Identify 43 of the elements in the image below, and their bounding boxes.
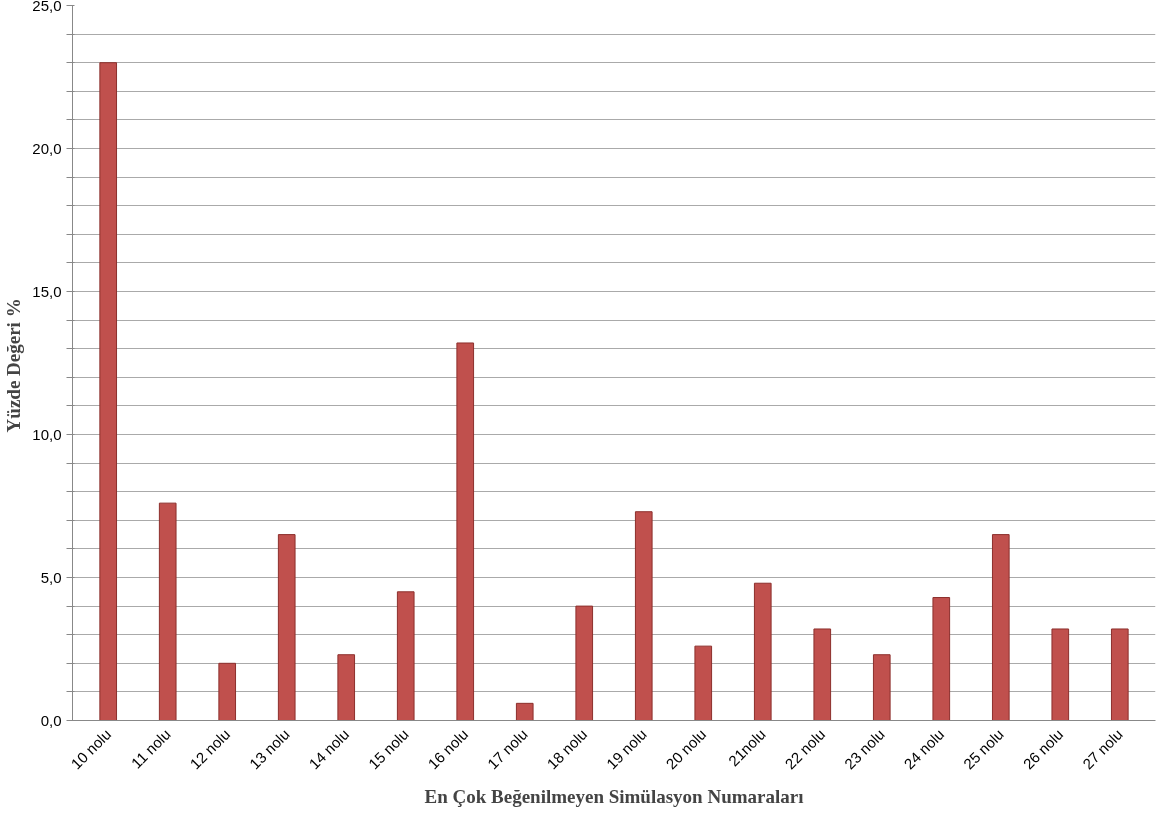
y-tick-label: 10,0: [32, 425, 62, 443]
bar: [991, 534, 1010, 721]
bar: [1051, 628, 1070, 721]
x-tick-label: 27 nolu: [1078, 725, 1126, 773]
y-tick-label: 20,0: [32, 139, 62, 157]
bar: [456, 342, 475, 721]
y-tick-label: 0,0: [40, 711, 62, 729]
bar: [575, 605, 594, 721]
bar: [99, 62, 118, 721]
bar: [694, 645, 713, 721]
x-tick-label: 24 nolu: [900, 725, 948, 773]
y-axis-title: Yüzde Değeri %: [3, 298, 25, 433]
bar: [872, 654, 891, 721]
bar: [932, 597, 951, 721]
bar: [396, 591, 415, 721]
x-tick-label: 14 nolu: [305, 725, 353, 773]
x-tick-label: 23 nolu: [840, 725, 888, 773]
bar: [753, 582, 772, 721]
y-tick-label: 25,0: [32, 0, 62, 14]
bar: [634, 511, 653, 721]
x-tick-label: 13 nolu: [245, 725, 293, 773]
bar: [158, 502, 177, 721]
x-tick-label: 10 nolu: [67, 725, 115, 773]
x-tick-label: 26 nolu: [1019, 725, 1067, 773]
x-tick-label: 20 nolu: [662, 725, 710, 773]
x-tick-label: 19 nolu: [602, 725, 650, 773]
x-tick-label: 15 nolu: [364, 725, 412, 773]
bar: [813, 628, 832, 721]
bar: [515, 702, 534, 721]
bar: [218, 662, 237, 721]
x-tick-label: 17 nolu: [483, 725, 531, 773]
x-tick-label: 18 nolu: [543, 725, 591, 773]
y-tick-label: 15,0: [32, 282, 62, 300]
x-tick-label: 22 nolu: [781, 725, 829, 773]
x-tick-label: 12 nolu: [186, 725, 234, 773]
x-tick-label: 25 nolu: [959, 725, 1007, 773]
bar: [337, 654, 356, 721]
x-tick-label: 11 nolu: [127, 725, 174, 772]
y-tick-label: 5,0: [40, 568, 62, 586]
x-axis-title: En Çok Beğenilmeyen Simülasyon Numaraları: [424, 786, 804, 808]
bar: [1110, 628, 1129, 721]
bar: [277, 534, 296, 721]
x-tick-label: 16 nolu: [424, 725, 472, 773]
